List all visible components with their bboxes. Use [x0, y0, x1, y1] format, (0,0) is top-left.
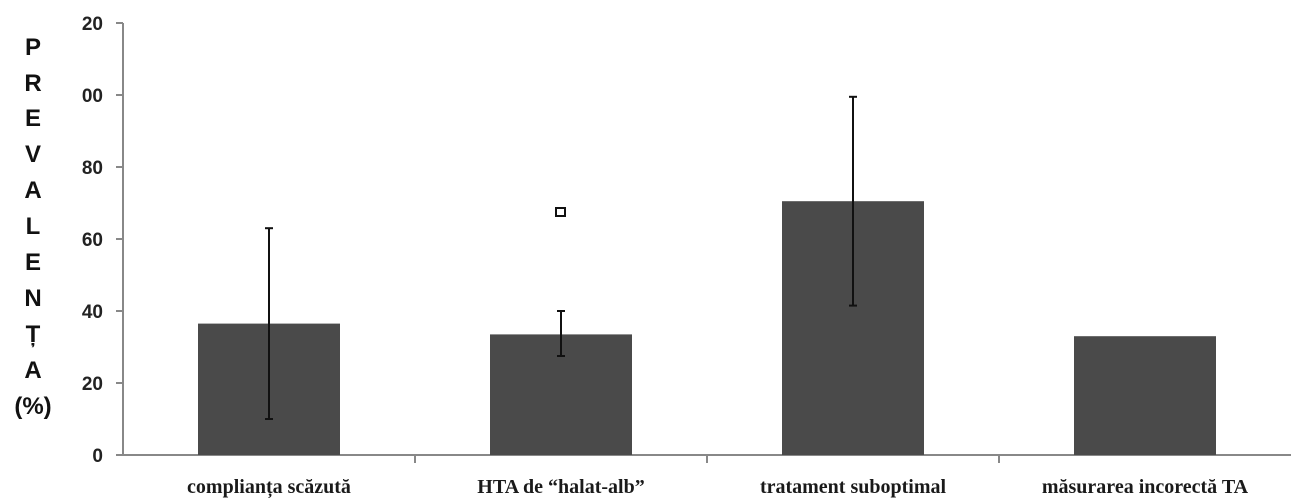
y-axis-ticks: 0 20 40 60 80 00 20 — [82, 14, 123, 467]
outlier-marker — [555, 207, 566, 217]
y-axis-label-letter: P — [25, 34, 41, 61]
y-axis-label-letter: N — [24, 285, 41, 312]
outlier-markers — [555, 207, 566, 217]
y-axis-label-letter: Ț — [26, 321, 41, 348]
y-axis-label-letter: (%) — [14, 393, 51, 420]
y-tick-label: 0 — [92, 446, 103, 467]
y-axis-label-letter: V — [25, 141, 41, 168]
y-axis-label-letter: A — [24, 177, 41, 204]
y-tick-label: 40 — [82, 302, 103, 323]
y-tick-label: 20 — [82, 374, 103, 395]
y-axis-label-letter: L — [26, 213, 41, 240]
y-axis-label-letter: E — [25, 249, 41, 276]
y-tick-label: 80 — [82, 158, 103, 179]
x-category-label: tratament suboptimal — [760, 476, 947, 498]
bars — [198, 201, 1216, 455]
y-axis-label-letter: E — [25, 105, 41, 132]
y-tick-label: 60 — [82, 230, 103, 251]
y-tick-label: 00 — [82, 86, 103, 107]
category-labels: complianța scăzută HTA de “halat-alb” trat… — [187, 476, 1249, 499]
y-axis-label-letter: A — [24, 357, 41, 384]
y-axis-label-letter: R — [24, 70, 41, 97]
x-category-label: complianța scăzută — [187, 476, 351, 499]
bar — [1074, 336, 1216, 455]
y-tick-label: 20 — [82, 14, 103, 35]
x-category-label: măsurarea incorectă TA — [1042, 476, 1249, 498]
error-bars — [265, 95, 857, 420]
x-category-label: HTA de “halat-alb” — [477, 476, 644, 498]
